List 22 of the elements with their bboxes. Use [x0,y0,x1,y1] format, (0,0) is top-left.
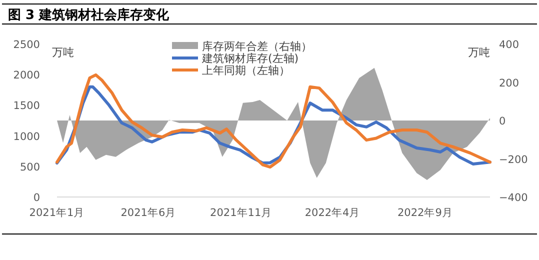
x-tick-label: 2021年11月 [210,207,272,219]
y2-axis-title: 万吨 [468,46,490,59]
y-tick-label: 500 [20,161,40,174]
x-tick-label: 2022年9月 [398,207,453,219]
y-tick-label: 0 [33,192,40,204]
y2-tick-label: −200 [499,154,528,166]
legend-label: 建筑钢材库存(左轴) [201,52,299,65]
y-tick-label: 1500 [13,100,40,112]
y2-tick-label: −400 [499,192,528,204]
y2-tick-label: 200 [499,77,520,90]
x-tick-label: 2021年6月 [120,207,176,219]
y-tick-label: 1000 [13,130,40,143]
y2-tick-label: 400 [499,39,520,51]
chart-title: 图 3 建筑钢材社会库存变化 [8,7,170,23]
y2-tick-label: 0 [499,116,506,128]
x-tick-label: 2021年1月 [29,207,85,219]
legend-label: 上年同期（左轴） [202,64,290,77]
y-tick-label: 2000 [13,70,40,82]
x-tick-label: 2022年4月 [304,207,360,219]
legend-label: 库存两年合差（右轴） [202,40,312,53]
y-axis-title: 万吨 [52,46,74,59]
y-tick-label: 2500 [13,39,40,51]
